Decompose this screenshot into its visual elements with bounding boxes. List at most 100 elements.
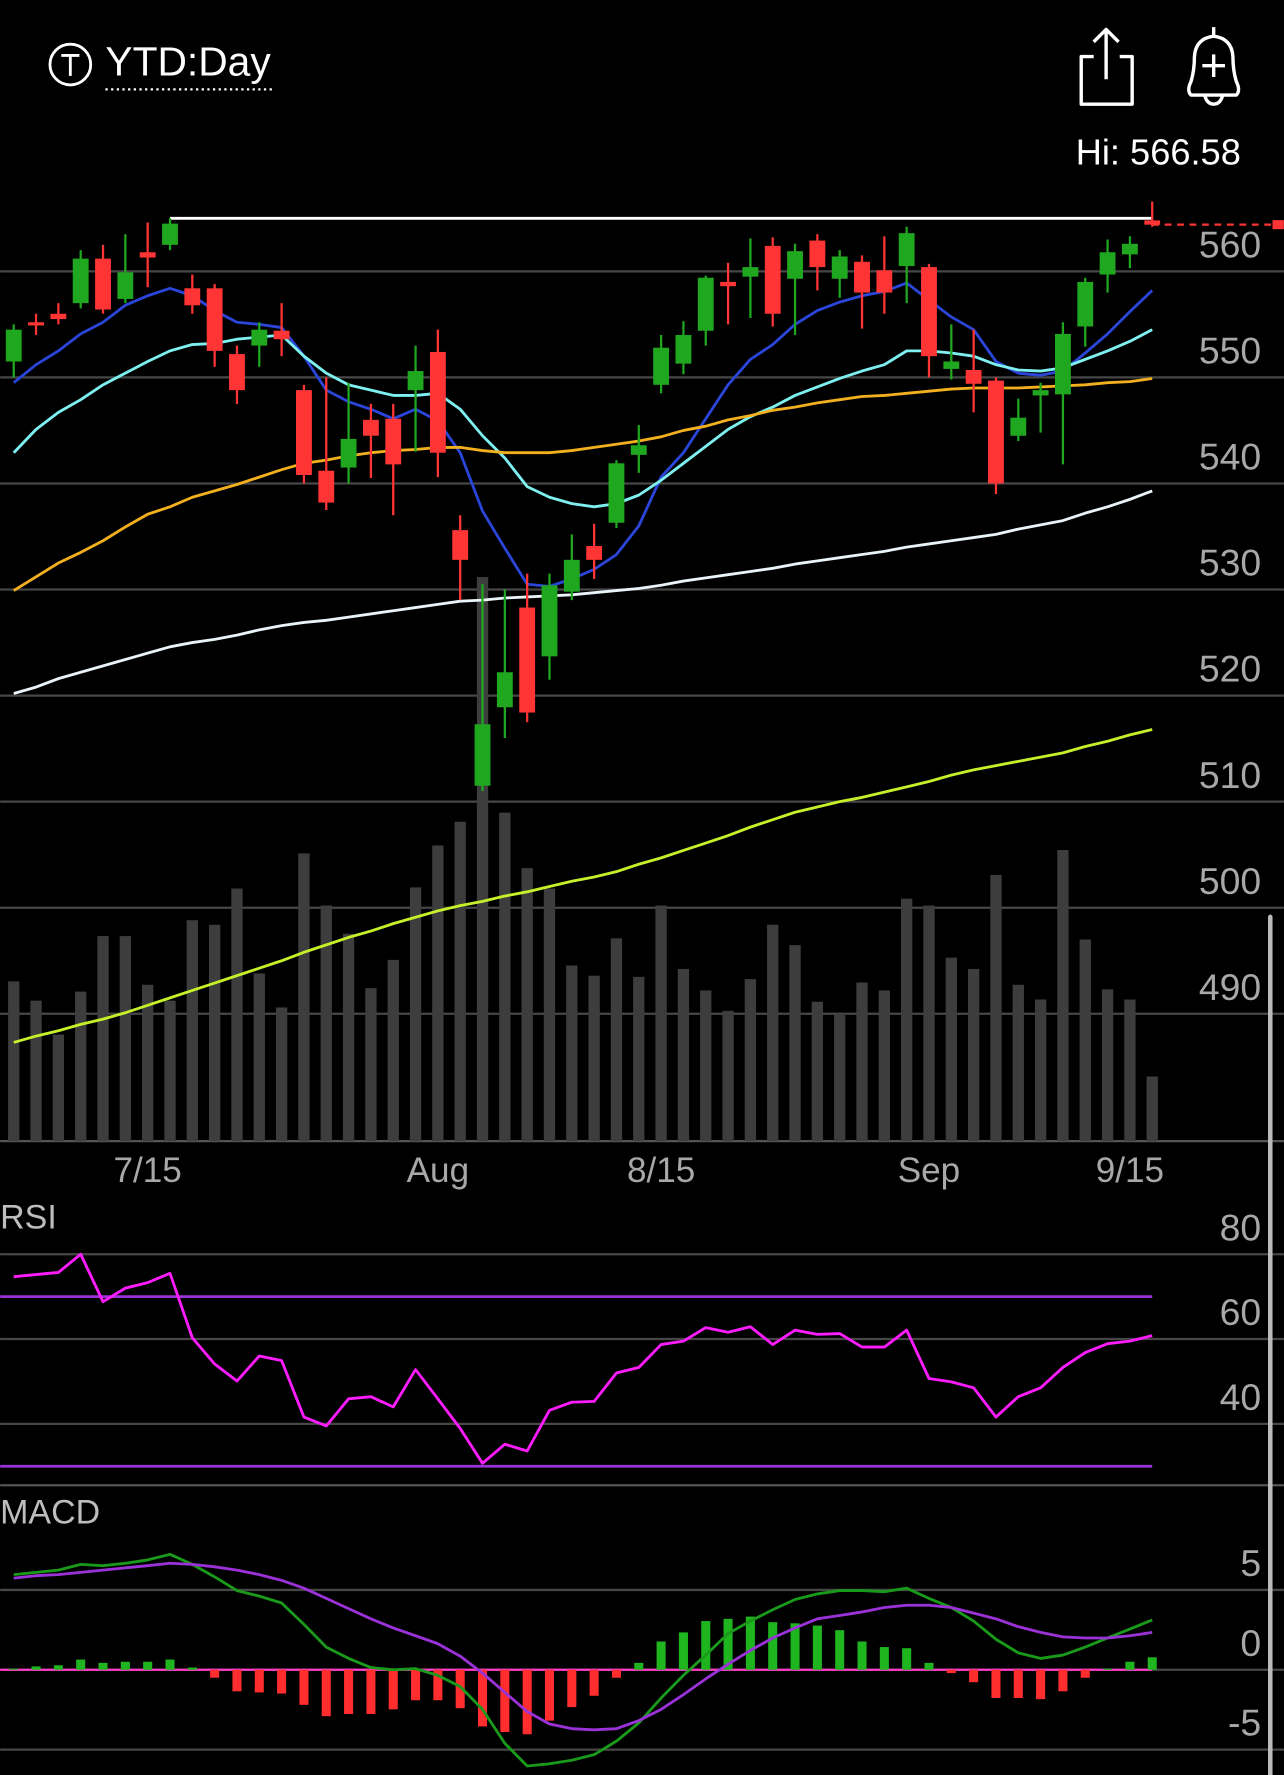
volume-bar [52, 1034, 65, 1142]
candle-body [519, 607, 536, 713]
volume-bar [1079, 939, 1091, 1142]
candle-body [720, 281, 737, 287]
candle-body [251, 329, 268, 346]
histogram-bar [1125, 1661, 1135, 1670]
series-line [13, 1561, 1153, 1732]
y-tick-label: 80 [1220, 1206, 1262, 1248]
candle-body [206, 288, 223, 351]
candle-body [1144, 220, 1161, 225]
volume-bar [1101, 989, 1114, 1142]
candle-body [1099, 252, 1116, 275]
volume-bar [409, 887, 422, 1142]
histogram-bar [76, 1659, 86, 1670]
volume-bar [454, 821, 466, 1142]
candle-body [943, 361, 960, 369]
candle-body [898, 233, 915, 267]
candle-body [385, 418, 402, 465]
volume-bar [610, 938, 623, 1142]
candle-body [1055, 333, 1071, 395]
candle-body [563, 559, 580, 592]
x-tick-label: Sep [898, 1151, 960, 1190]
candle-body [296, 390, 312, 475]
volume-bar [923, 905, 935, 1142]
candle-body [72, 258, 89, 304]
histogram-bar [232, 1669, 242, 1692]
volume-bar [543, 888, 556, 1142]
histogram-bar [879, 1647, 889, 1670]
range-label[interactable]: YTD:Day [105, 38, 271, 84]
volume-bar [499, 812, 511, 1142]
volume-bar [75, 991, 87, 1142]
y-tick-label: 560 [1199, 223, 1261, 265]
volume-bar [275, 1007, 288, 1142]
histogram-bar [946, 1669, 956, 1674]
volume-bar [1057, 850, 1069, 1142]
histogram-bar [455, 1669, 465, 1709]
histogram-bar [567, 1669, 577, 1708]
histogram-bar [902, 1648, 912, 1670]
histogram-bar [1058, 1669, 1068, 1692]
histogram-bar [31, 1666, 41, 1670]
volume-bar [164, 1000, 176, 1142]
histogram-bar [790, 1623, 800, 1670]
volume-bar [767, 924, 779, 1142]
volume-bar [856, 982, 868, 1142]
candle-body [407, 371, 424, 391]
volume-bar [677, 968, 690, 1142]
y-tick-label: 40 [1220, 1376, 1262, 1418]
candle-body [630, 445, 647, 455]
volume-bar [30, 1000, 42, 1142]
histogram-bar [9, 1668, 19, 1670]
candle-body [184, 288, 201, 306]
histogram-bar [656, 1641, 666, 1670]
candle-body [586, 546, 603, 560]
volume-bar [432, 845, 444, 1142]
candle-body [809, 240, 826, 268]
volume-bar [655, 905, 667, 1142]
y-tick-label: 510 [1199, 754, 1261, 796]
candle-body [697, 277, 714, 331]
range-icon [48, 42, 93, 87]
volume-bar [901, 898, 913, 1142]
volume-bar [1034, 999, 1047, 1142]
x-tick-label: 9/15 [1096, 1151, 1164, 1190]
histogram-bar [98, 1662, 108, 1670]
volume-bar [142, 984, 154, 1142]
histogram-bar [1036, 1669, 1046, 1700]
histogram-bar [611, 1669, 621, 1678]
volume-bar [722, 1010, 734, 1142]
volume-bar [834, 1014, 846, 1142]
histogram-bar [991, 1669, 1001, 1699]
series-line [13, 489, 1153, 695]
histogram-bar [254, 1669, 264, 1693]
candle-body [50, 313, 67, 320]
x-tick-label: 8/15 [627, 1151, 695, 1190]
histogram-bar [1147, 1657, 1157, 1670]
histogram-bar [723, 1618, 733, 1670]
volume-bar [387, 959, 399, 1142]
volume-bar [208, 924, 221, 1142]
volume-bar [1146, 1076, 1158, 1142]
volume-bar [811, 1001, 824, 1142]
share-button[interactable] [1079, 27, 1134, 106]
candle-body [5, 329, 22, 362]
histogram-bar [433, 1669, 443, 1701]
histogram-bar [210, 1669, 220, 1678]
histogram-bar [187, 1667, 197, 1670]
y-tick-label: 0 [1240, 1622, 1261, 1664]
candle-body [28, 322, 44, 326]
candle-body [831, 256, 848, 279]
candle-body [362, 419, 379, 436]
candle-body [273, 330, 290, 340]
y-tick-label: 530 [1199, 542, 1261, 584]
y-tick-label: 500 [1199, 860, 1261, 902]
volume-bar [789, 945, 801, 1142]
series-line [12, 328, 1153, 509]
candle-body [608, 463, 625, 523]
histogram-bar [165, 1659, 175, 1670]
volume-bar [8, 981, 20, 1142]
y-tick-label: 520 [1199, 648, 1261, 690]
volume-bar [967, 968, 980, 1142]
alert-button[interactable] [1187, 27, 1241, 106]
